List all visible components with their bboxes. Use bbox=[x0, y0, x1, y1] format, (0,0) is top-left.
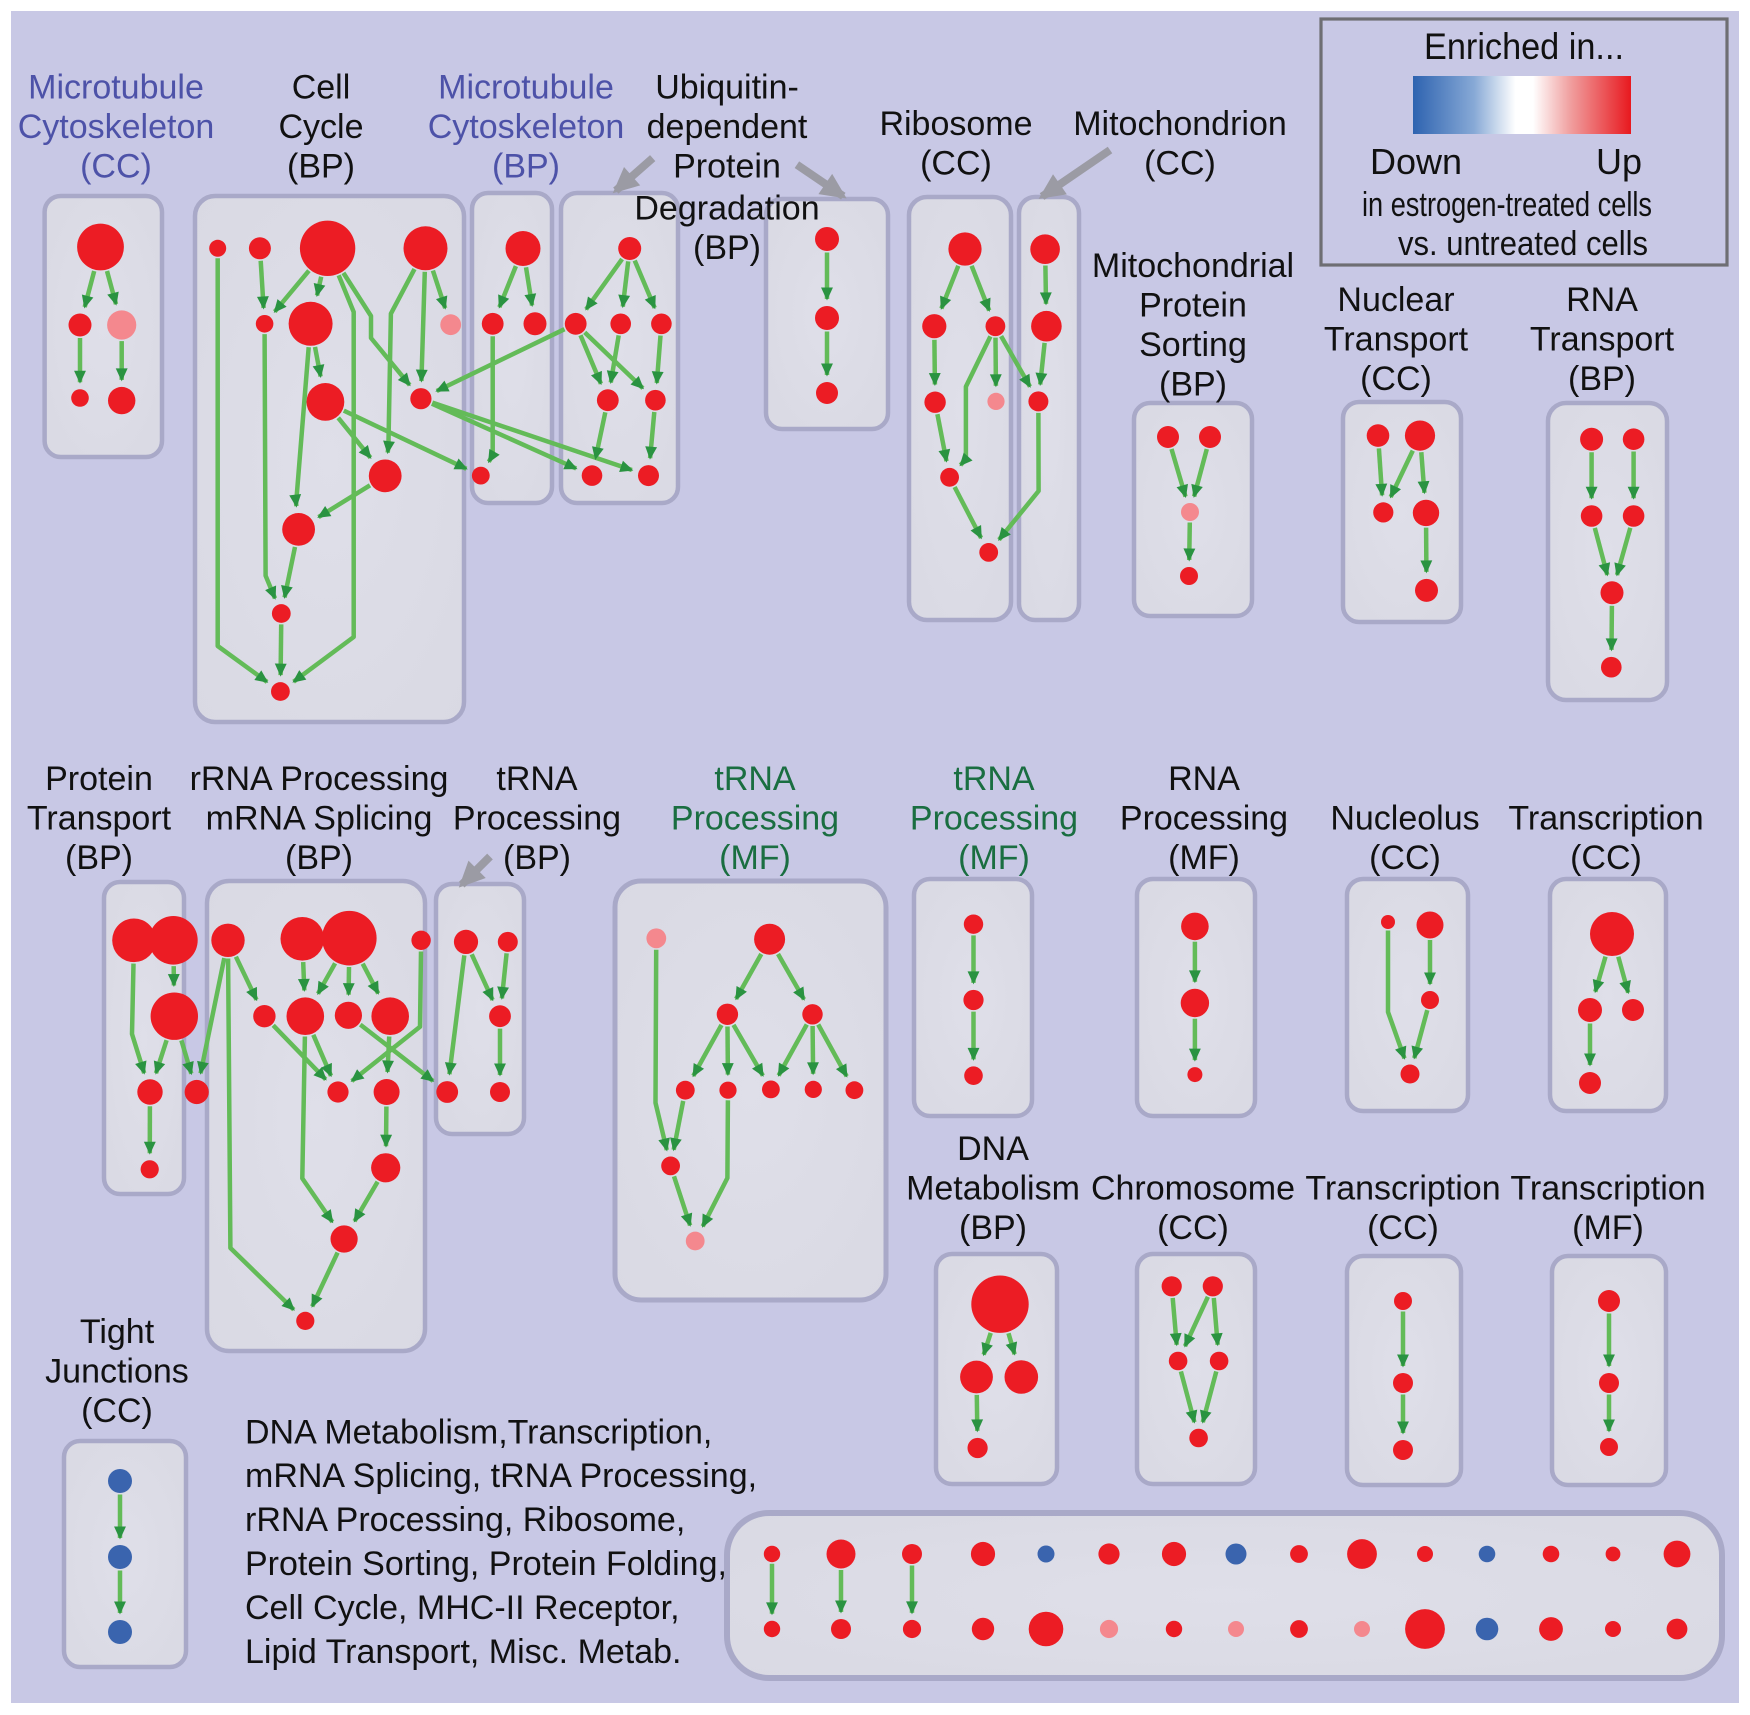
svg-text:Transport: Transport bbox=[27, 800, 172, 838]
svg-text:Metabolism: Metabolism bbox=[906, 1170, 1080, 1208]
svg-text:Nuclear: Nuclear bbox=[1337, 281, 1454, 319]
svg-text:Cell Cycle, MHC-II Receptor,: Cell Cycle, MHC-II Receptor, bbox=[245, 1589, 680, 1627]
svg-text:(BP): (BP) bbox=[1568, 360, 1636, 398]
svg-text:RNA: RNA bbox=[1566, 281, 1638, 319]
svg-text:Processing: Processing bbox=[671, 800, 839, 838]
svg-text:(CC): (CC) bbox=[1360, 360, 1432, 398]
svg-text:Lipid Transport, Misc. Metab.: Lipid Transport, Misc. Metab. bbox=[245, 1633, 682, 1671]
svg-text:(CC): (CC) bbox=[81, 1392, 153, 1430]
svg-text:Cell: Cell bbox=[292, 68, 351, 106]
svg-text:Transport: Transport bbox=[1530, 321, 1675, 359]
svg-text:Nucleolus: Nucleolus bbox=[1330, 800, 1479, 838]
svg-text:Cytoskeleton: Cytoskeleton bbox=[428, 108, 625, 146]
svg-text:(MF): (MF) bbox=[719, 839, 791, 877]
svg-text:Processing: Processing bbox=[453, 800, 621, 838]
svg-text:RNA: RNA bbox=[1168, 760, 1240, 798]
svg-text:Protein: Protein bbox=[45, 760, 153, 798]
svg-text:Protein Sorting, Protein Foldi: Protein Sorting, Protein Folding, bbox=[245, 1545, 727, 1583]
svg-text:(MF): (MF) bbox=[1572, 1209, 1644, 1247]
svg-text:(BP): (BP) bbox=[65, 839, 133, 877]
svg-text:Transcription: Transcription bbox=[1508, 800, 1703, 838]
svg-text:Ribosome: Ribosome bbox=[879, 105, 1032, 143]
svg-text:rRNA Processing, Ribosome,: rRNA Processing, Ribosome, bbox=[245, 1501, 685, 1539]
svg-text:Mitochondrial: Mitochondrial bbox=[1092, 247, 1294, 285]
svg-text:Transcription: Transcription bbox=[1305, 1170, 1500, 1208]
svg-text:Ubiquitin-: Ubiquitin- bbox=[655, 68, 799, 106]
svg-text:Mitochondrion: Mitochondrion bbox=[1073, 105, 1287, 143]
svg-text:DNA Metabolism,Transcription,: DNA Metabolism,Transcription, bbox=[245, 1414, 712, 1452]
svg-text:(CC): (CC) bbox=[1367, 1209, 1439, 1247]
svg-text:dependent: dependent bbox=[647, 108, 808, 146]
svg-text:Cytoskeleton: Cytoskeleton bbox=[18, 108, 215, 146]
svg-text:vs. untreated cells: vs. untreated cells bbox=[1398, 225, 1648, 263]
svg-text:(BP): (BP) bbox=[693, 229, 761, 267]
svg-text:Up: Up bbox=[1596, 141, 1642, 182]
svg-text:Sorting: Sorting bbox=[1139, 326, 1247, 364]
svg-text:mRNA Splicing, tRNA Processing: mRNA Splicing, tRNA Processing, bbox=[245, 1457, 757, 1495]
svg-text:(BP): (BP) bbox=[503, 839, 571, 877]
svg-text:DNA: DNA bbox=[957, 1130, 1029, 1168]
svg-text:tRNA: tRNA bbox=[714, 760, 796, 798]
svg-text:rRNA Processing: rRNA Processing bbox=[190, 760, 449, 798]
svg-text:Transcription: Transcription bbox=[1510, 1170, 1705, 1208]
svg-text:Transport: Transport bbox=[1324, 321, 1469, 359]
svg-text:(CC): (CC) bbox=[1369, 839, 1441, 877]
svg-text:Protein: Protein bbox=[1139, 287, 1247, 325]
svg-text:Protein: Protein bbox=[673, 147, 781, 185]
svg-text:(CC): (CC) bbox=[80, 147, 152, 185]
svg-text:(BP): (BP) bbox=[1159, 366, 1227, 404]
svg-text:(BP): (BP) bbox=[285, 839, 353, 877]
svg-text:(BP): (BP) bbox=[287, 147, 355, 185]
svg-text:Down: Down bbox=[1370, 141, 1462, 182]
svg-text:tRNA: tRNA bbox=[953, 760, 1035, 798]
svg-text:in estrogen-treated cells: in estrogen-treated cells bbox=[1362, 186, 1652, 224]
svg-text:Microtubule: Microtubule bbox=[438, 68, 614, 106]
svg-text:(CC): (CC) bbox=[920, 145, 992, 183]
svg-text:(CC): (CC) bbox=[1157, 1209, 1229, 1247]
svg-text:(CC): (CC) bbox=[1570, 839, 1642, 877]
svg-text:(CC): (CC) bbox=[1144, 145, 1216, 183]
svg-text:tRNA: tRNA bbox=[496, 760, 578, 798]
svg-text:Processing: Processing bbox=[1120, 800, 1288, 838]
svg-text:mRNA Splicing: mRNA Splicing bbox=[206, 800, 433, 838]
svg-text:(MF): (MF) bbox=[1168, 839, 1240, 877]
svg-text:Enriched in...: Enriched in... bbox=[1424, 26, 1624, 67]
svg-text:Microtubule: Microtubule bbox=[28, 68, 204, 106]
svg-text:(BP): (BP) bbox=[959, 1209, 1027, 1247]
svg-text:Tight: Tight bbox=[80, 1313, 155, 1351]
svg-text:Processing: Processing bbox=[910, 800, 1078, 838]
svg-text:(MF): (MF) bbox=[958, 839, 1030, 877]
svg-text:Junctions: Junctions bbox=[45, 1353, 189, 1391]
svg-text:Cycle: Cycle bbox=[278, 108, 363, 146]
svg-text:Degradation: Degradation bbox=[634, 189, 819, 227]
svg-text:Chromosome: Chromosome bbox=[1091, 1170, 1295, 1208]
svg-text:(BP): (BP) bbox=[492, 147, 560, 185]
